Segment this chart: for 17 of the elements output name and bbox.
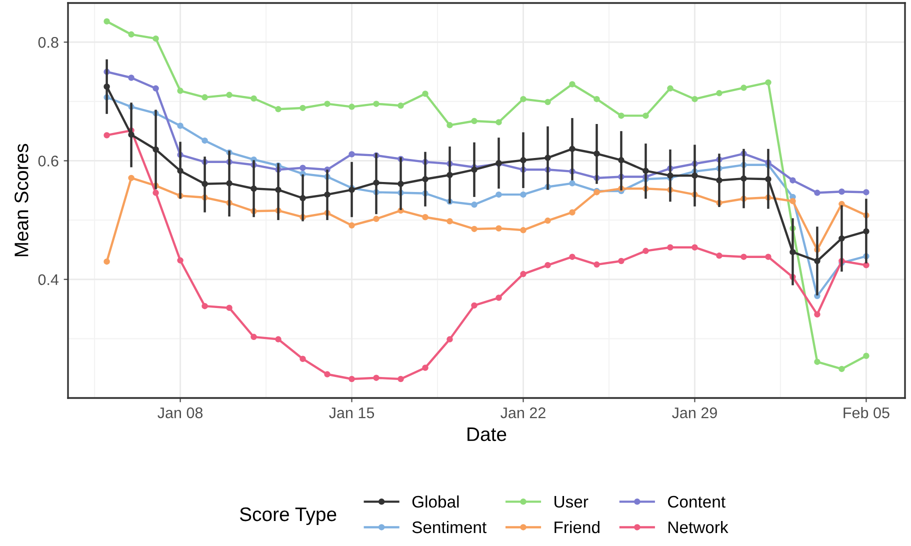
legend-label: User <box>554 496 588 508</box>
x-tick-label: Jan 15 <box>329 408 374 418</box>
x-tick-label: Jan 29 <box>672 407 717 418</box>
legend-label: Sentiment <box>412 520 486 534</box>
y-tick-label: 0.4 <box>38 274 59 286</box>
legend-label: Content <box>668 496 726 508</box>
legend-label: Network <box>668 520 728 534</box>
y-axis-title: Mean Scores <box>14 144 28 256</box>
y-tick-label: 0.6 <box>38 156 58 166</box>
legend-label: Friend <box>554 520 600 534</box>
x-axis-title: Date <box>468 428 506 442</box>
x-tick-label: Jan 22 <box>500 407 546 418</box>
x-tick-label: Jan 08 <box>158 407 203 418</box>
legend-label: Global <box>412 495 459 508</box>
x-tick-label: Feb 05 <box>844 407 890 418</box>
y-tick-label: 0.8 <box>38 37 58 48</box>
legend-title: Score Type <box>240 507 336 526</box>
